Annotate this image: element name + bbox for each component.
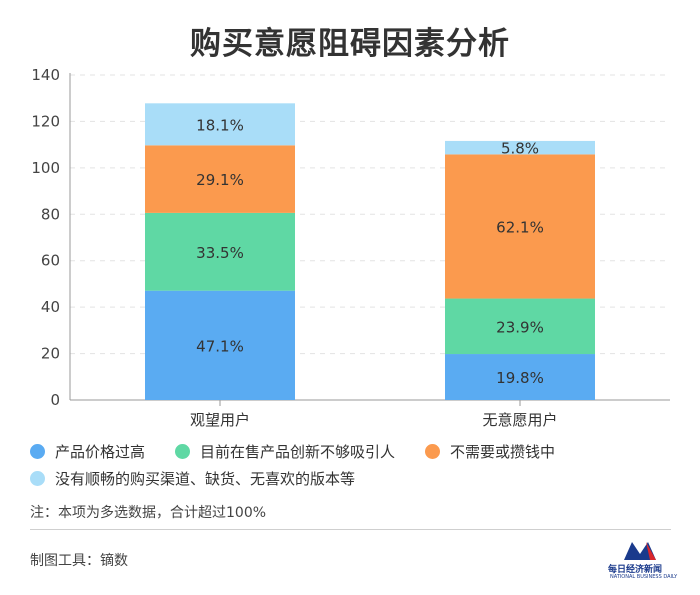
legend-item-saving[interactable]: 不需要或攒钱中	[425, 441, 555, 462]
brand-logo-icon	[624, 542, 656, 560]
data-label: 33.5%	[196, 244, 244, 262]
data-label: 23.9%	[496, 318, 544, 336]
y-tick-label: 120	[31, 112, 60, 130]
legend-label-saving: 不需要或攒钱中	[450, 443, 556, 461]
x-tick-label: 无意愿用户	[482, 411, 557, 429]
brand-logo-subtext: NATIONAL BUSINESS DAILY	[610, 574, 678, 580]
bar-segment	[145, 290, 295, 400]
brand-logo-text: 每日经济新闻	[608, 565, 663, 575]
legend-swatch-price	[30, 444, 45, 459]
legend-swatch-channel	[30, 471, 45, 486]
data-label: 29.1%	[196, 171, 244, 189]
bar-segment	[145, 103, 295, 146]
legend-item-innovation[interactable]: 目前在售产品创新不够吸引人	[175, 441, 395, 462]
chart-title: 购买意愿阻碍因素分析	[190, 26, 510, 62]
chart-plot: 0 20 40 60 80 100 120 140 47.1% 33.5% 29.1% 18.1% 观望…	[31, 66, 670, 429]
legend-item-channel[interactable]: 没有顺畅的购买渠道、缺货、无喜欢的版本等	[30, 468, 355, 489]
data-label: 62.1%	[496, 218, 544, 236]
y-tick-label: 80	[41, 205, 60, 223]
legend-label-price: 产品价格过高	[55, 443, 146, 461]
y-tick-label: 20	[41, 345, 60, 363]
divider	[30, 529, 671, 530]
legend-label-channel: 没有顺畅的购买渠道、缺货、无喜欢的版本等	[55, 470, 356, 488]
footnote: 注：本项为多选数据，合计超过100%	[30, 505, 267, 521]
legend-swatch-saving	[425, 444, 441, 459]
legend-swatch-innovation	[175, 444, 191, 459]
data-label: 18.1%	[196, 116, 244, 134]
data-label: 19.8%	[496, 369, 544, 387]
bar-segment	[145, 145, 295, 213]
y-tick-label: 60	[41, 252, 60, 270]
y-tick-label: 0	[50, 391, 60, 409]
data-label: 5.8%	[501, 140, 539, 158]
bar-segment	[145, 212, 295, 291]
legend: 产品价格过高 目前在售产品创新不够吸引人 不需要或攒钱中 没有顺畅的购买渠道、缺…	[30, 438, 670, 492]
x-tick-label: 观望用户	[190, 411, 250, 429]
bar-segment	[445, 298, 595, 355]
bar-segment	[445, 354, 595, 400]
bar-segment	[445, 154, 595, 299]
legend-label-innovation: 目前在售产品创新不够吸引人	[200, 443, 396, 461]
y-tick-label: 140	[31, 66, 60, 84]
legend-item-price[interactable]: 产品价格过高	[30, 441, 145, 462]
y-tick-label: 100	[31, 159, 60, 177]
tool-credit: 制图工具：镝数	[30, 553, 128, 569]
y-tick-label: 40	[41, 298, 60, 316]
data-label: 47.1%	[196, 337, 244, 355]
bar-segment	[445, 140, 595, 155]
